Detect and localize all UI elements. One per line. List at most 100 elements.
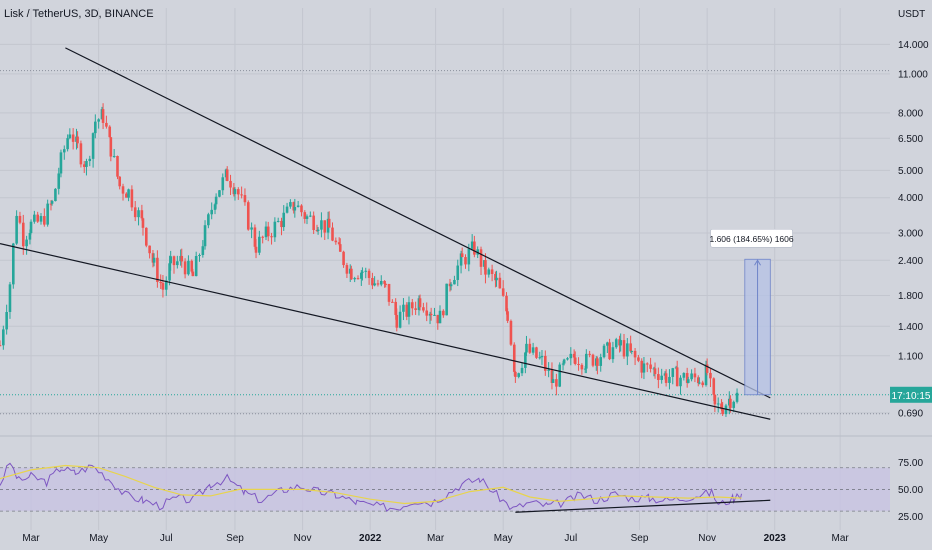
y-tick-label: 1.400	[898, 322, 923, 333]
x-tick-label: Nov	[698, 533, 716, 544]
candle-body	[583, 368, 587, 370]
candle-body	[36, 214, 39, 222]
candle-body	[18, 215, 22, 223]
candle-body	[243, 195, 247, 203]
candle-body	[140, 210, 144, 219]
candle-body	[29, 221, 33, 234]
candle-body	[642, 363, 646, 373]
candle-body	[218, 190, 221, 197]
candle-body	[729, 398, 732, 408]
candle-body	[246, 202, 250, 230]
candle-body	[614, 339, 618, 348]
candle-body	[5, 311, 8, 330]
candle-body	[43, 216, 46, 225]
candle-body	[261, 236, 264, 238]
candle-body	[622, 340, 626, 357]
candle-body	[141, 218, 145, 228]
candle-body	[300, 205, 303, 213]
candle-body	[720, 403, 723, 410]
candle-body	[327, 218, 331, 228]
candle-body	[0, 345, 2, 347]
axes: Mar May Jul Sep Nov 2022 Mar May Jul Sep Nov 2023 Ma…	[22, 40, 932, 544]
candle-body	[66, 138, 69, 150]
candle-body	[580, 364, 584, 370]
candle-body	[398, 311, 402, 328]
candle-body	[721, 409, 724, 415]
candle-body	[649, 364, 652, 369]
candle-body	[509, 320, 513, 345]
candle-body	[85, 161, 88, 167]
x-tick-label: Jul	[160, 533, 173, 544]
y-tick-label: 8.000	[898, 108, 923, 119]
candle-body	[591, 354, 595, 366]
candle-body	[125, 193, 128, 198]
candle-body	[76, 136, 79, 144]
candle-body	[207, 214, 210, 226]
candle-body	[490, 269, 494, 274]
candle-body	[630, 350, 634, 352]
candle-body	[531, 347, 535, 353]
candle-body	[538, 357, 542, 359]
x-tick-label: 2022	[359, 533, 382, 544]
candle-body	[152, 257, 156, 263]
candle-body	[685, 373, 689, 383]
candle-body	[127, 189, 130, 198]
candle-body	[712, 378, 716, 395]
candle-body	[296, 205, 300, 208]
candle-body	[637, 357, 640, 361]
candle-body	[498, 277, 502, 289]
candle-body	[660, 375, 663, 380]
candle-body	[596, 358, 599, 366]
candle-body	[572, 353, 576, 358]
y-tick-label: 14.000	[898, 40, 929, 51]
candle-body	[236, 189, 240, 195]
candle-body	[599, 357, 603, 366]
candle-body	[551, 379, 555, 383]
candle-body	[203, 225, 207, 247]
candle-body	[402, 304, 405, 312]
candle-body	[512, 344, 516, 372]
candle-body	[62, 149, 66, 153]
candle-body	[345, 265, 349, 274]
candle-body	[528, 343, 532, 353]
candle-body	[569, 353, 573, 359]
x-tick-label: May	[89, 533, 108, 544]
candle-body	[21, 222, 25, 247]
candle-body	[713, 394, 717, 405]
x-tick-label: May	[494, 533, 513, 544]
candle-body	[273, 221, 277, 238]
candle-body	[156, 257, 159, 282]
candle-body	[550, 369, 554, 383]
candle-body	[121, 186, 125, 194]
candle-body	[289, 202, 292, 207]
candle-body	[250, 227, 253, 230]
candle-body	[608, 342, 611, 360]
candle-body	[602, 345, 606, 358]
candle-body	[371, 277, 374, 286]
candle-body	[686, 379, 690, 383]
candle-body	[425, 310, 429, 316]
candle-body	[82, 164, 86, 167]
rsi-pane	[0, 435, 932, 513]
countdown-label: 17:10:15	[892, 391, 931, 402]
candle-body	[364, 270, 368, 272]
x-tick-label: 2023	[764, 533, 787, 544]
candle-body	[282, 212, 286, 228]
candle-body	[690, 373, 693, 380]
candle-body	[558, 364, 562, 387]
candle-body	[198, 254, 201, 257]
candle-body	[187, 260, 190, 275]
candle-body	[148, 245, 151, 254]
projection-label-box	[710, 228, 793, 248]
rsi-tick-label: 25.00	[898, 512, 923, 523]
candle-body	[176, 261, 179, 266]
candle-body	[258, 236, 261, 253]
candle-body	[71, 134, 75, 142]
candle-body	[709, 372, 712, 379]
wedge-trendline	[65, 47, 771, 399]
candle-body	[629, 343, 632, 352]
candle-body	[342, 251, 345, 266]
candle-body	[479, 249, 483, 267]
